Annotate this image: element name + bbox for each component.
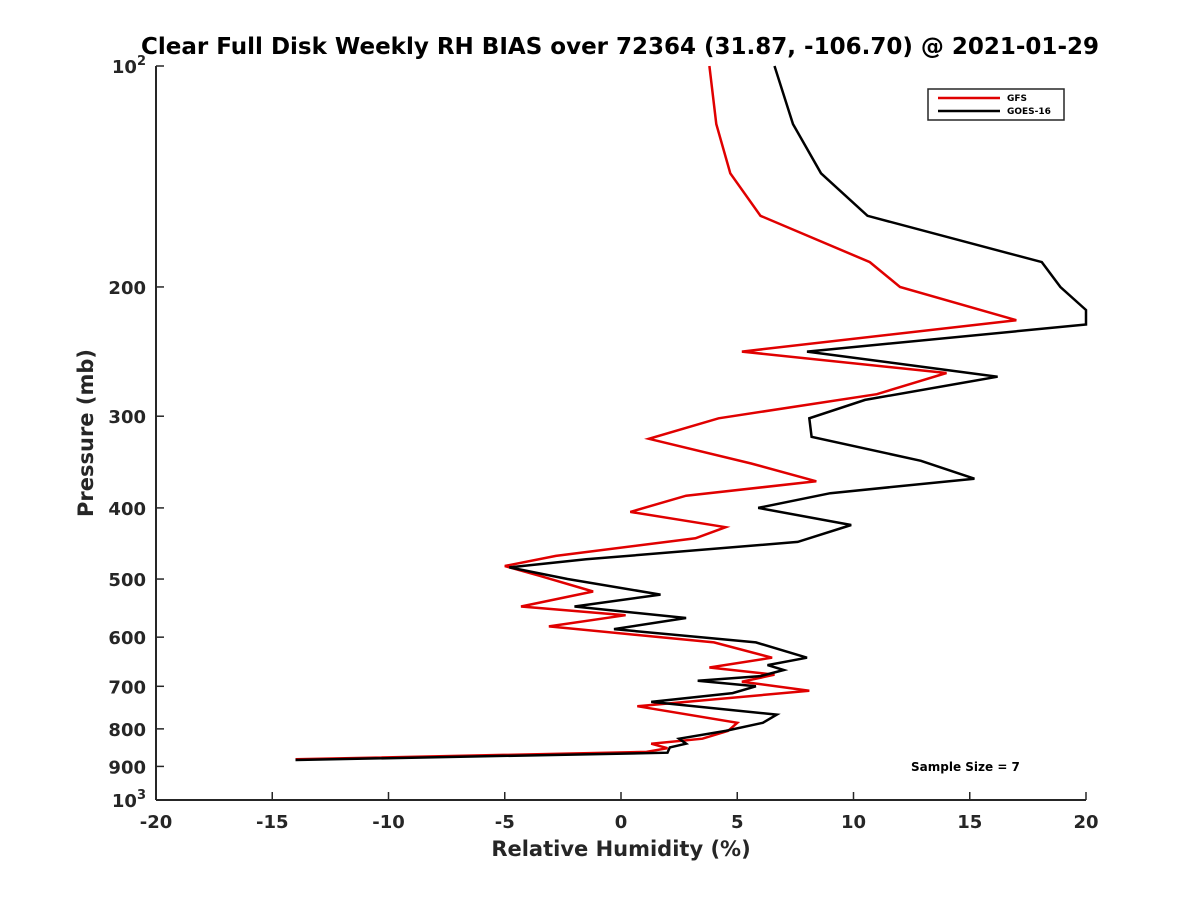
y-tick-label: 700: [108, 677, 146, 698]
x-tick-label: 10: [841, 812, 866, 833]
sample-size-annotation: Sample Size = 7: [911, 760, 1020, 774]
y-tick-label: 900: [108, 757, 146, 778]
x-tick-label: 20: [1073, 812, 1098, 833]
y-tick-label: 200: [108, 278, 146, 299]
x-tick-label: -10: [372, 812, 405, 833]
legend-label-goes16: GOES-16: [1007, 107, 1051, 117]
legend-box: [927, 88, 1065, 121]
x-tick-label: 0: [615, 812, 628, 833]
plot-area: -20 -15 -10 -5 0 5 10 15 20 102 200 300 400 500 600 70…: [108, 54, 1098, 833]
y-ticks: 102 200 300 400 500 600 700 800 900 103: [108, 54, 164, 812]
x-tick-label: -15: [256, 812, 289, 833]
x-ticks: -20 -15 -10 -5 0 5 10 15 20: [140, 792, 1099, 833]
y-tick-label: 600: [108, 628, 146, 649]
y-tick-label: 800: [108, 720, 146, 741]
x-axis-label: Relative Humidity (%): [491, 837, 750, 861]
y-tick-label: 102: [112, 54, 146, 78]
series-lines: [295, 65, 1088, 762]
x-tick-label: -20: [140, 812, 173, 833]
x-tick-label: 5: [731, 812, 744, 833]
y-tick-label: 300: [108, 407, 146, 428]
legend-label-gfs: GFS: [1007, 94, 1027, 104]
x-tick-label: -5: [495, 812, 515, 833]
y-tick-label: 103: [112, 788, 146, 812]
chart-title: Clear Full Disk Weekly RH BIAS over 7236…: [141, 34, 1099, 60]
x-tick-label: 15: [957, 812, 982, 833]
legend: GFS GOES-16: [927, 88, 1065, 121]
y-axis-label: Pressure (mb): [74, 349, 98, 517]
y-tick-label: 400: [108, 499, 146, 520]
series-line-goes16: [295, 65, 1088, 762]
series-line-gfs: [295, 65, 1017, 761]
y-tick-label: 500: [108, 570, 146, 591]
